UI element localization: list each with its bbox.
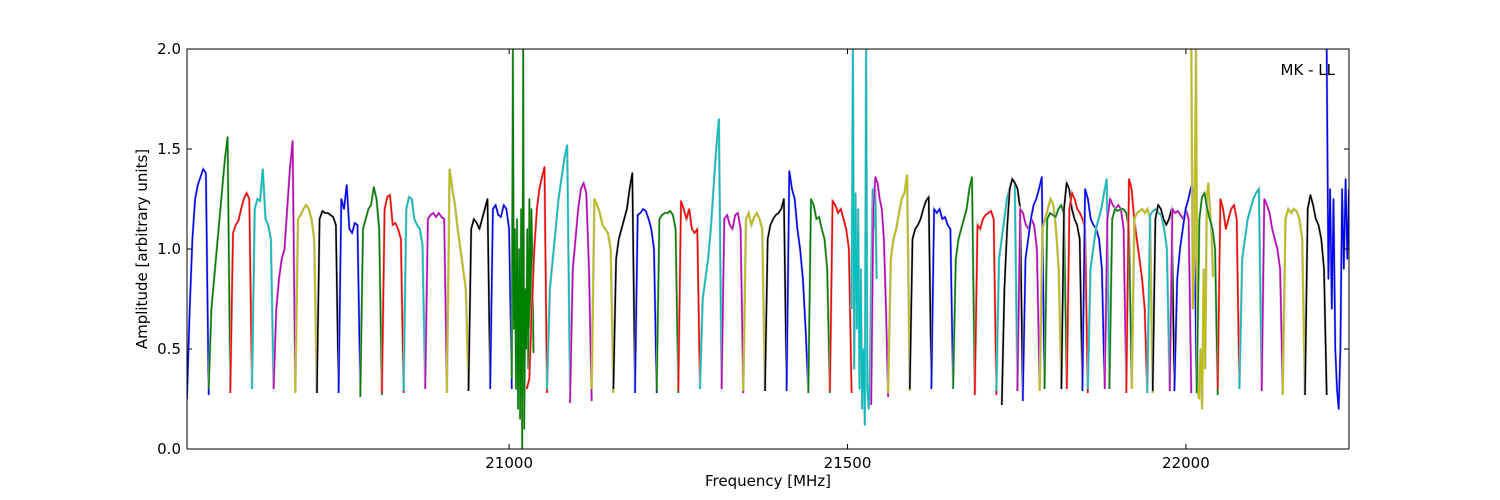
y-tick-label: 1.5 xyxy=(157,140,181,158)
series-line-40 xyxy=(1001,178,1024,406)
series-line-58 xyxy=(1195,192,1219,396)
series-line-35 xyxy=(909,196,933,390)
series-line-34 xyxy=(887,174,911,394)
series-line-37 xyxy=(952,176,976,396)
series-line-3 xyxy=(229,192,253,394)
y-tick-label: 0.0 xyxy=(157,440,181,458)
series-line-61 xyxy=(1260,198,1284,392)
series-line-28 xyxy=(764,198,788,392)
y-axis-label: Amplitude [arbitrary units] xyxy=(133,149,151,349)
x-tick-label: 21500 xyxy=(824,454,872,472)
series-line-5 xyxy=(272,140,297,390)
series-line-2 xyxy=(207,136,232,390)
series-line-14 xyxy=(467,198,491,392)
annotation-label: MK - LL xyxy=(1281,61,1336,79)
series-line-63 xyxy=(1304,194,1328,396)
ticks-layer: 21000 21500 22000 0.0 0.5 1.0 1.5 2.0 xyxy=(157,40,1349,472)
series-line-38 xyxy=(974,210,998,396)
series-line-48 xyxy=(1087,178,1111,390)
series-line-36 xyxy=(930,208,954,390)
series-line-11 xyxy=(402,196,426,392)
series-line-4 xyxy=(251,168,275,390)
series-line-13 xyxy=(446,168,470,394)
y-tick-label: 1.0 xyxy=(157,240,181,258)
y-tick-label: 2.0 xyxy=(157,40,181,58)
series-line-60 xyxy=(1238,188,1263,390)
series-line-53 xyxy=(1146,208,1171,394)
series-line-57 xyxy=(1190,49,1214,410)
series-line-6 xyxy=(294,204,318,394)
series-line-1 xyxy=(187,168,210,400)
series-line-51 xyxy=(1125,178,1149,394)
series-line-22 xyxy=(634,208,658,394)
series-line-18 xyxy=(546,144,571,390)
series-line-16 xyxy=(511,49,535,449)
series-line-9 xyxy=(359,186,383,398)
x-axis-label: Frequency [MHz] xyxy=(705,472,831,490)
series-line-30 xyxy=(807,198,831,394)
series-layer xyxy=(187,49,1349,449)
series-line-12 xyxy=(424,212,448,390)
series-line-29 xyxy=(785,170,810,392)
series-line-8 xyxy=(337,184,362,394)
series-line-33 xyxy=(870,176,889,406)
series-line-25 xyxy=(699,118,723,390)
series-line-59 xyxy=(1216,198,1241,390)
series-line-45 xyxy=(1060,182,1084,390)
series-line-32 xyxy=(850,49,878,426)
series-line-15 xyxy=(489,204,513,390)
series-line-42 xyxy=(1022,176,1046,402)
y-tick-label: 0.5 xyxy=(157,340,181,358)
series-line-54 xyxy=(1151,204,1176,392)
plot-frame xyxy=(186,48,1350,450)
series-line-7 xyxy=(316,210,340,394)
series-line-26 xyxy=(720,212,745,394)
series-line-43 xyxy=(1038,198,1063,392)
series-line-10 xyxy=(381,194,405,394)
series-line-64 xyxy=(1325,49,1349,410)
series-line-19 xyxy=(569,182,593,404)
series-line-62 xyxy=(1281,208,1306,396)
series-line-21 xyxy=(612,172,636,392)
x-tick-label: 22000 xyxy=(1162,454,1210,472)
x-tick-label: 21000 xyxy=(485,454,533,472)
series-line-20 xyxy=(590,198,615,394)
series-line-24 xyxy=(677,200,701,392)
series-line-31 xyxy=(829,200,853,394)
series-line-23 xyxy=(655,210,680,394)
series-line-55 xyxy=(1168,208,1193,394)
series-line-47 xyxy=(1081,188,1106,392)
series-line-27 xyxy=(742,212,766,392)
series-line-17 xyxy=(525,166,548,394)
